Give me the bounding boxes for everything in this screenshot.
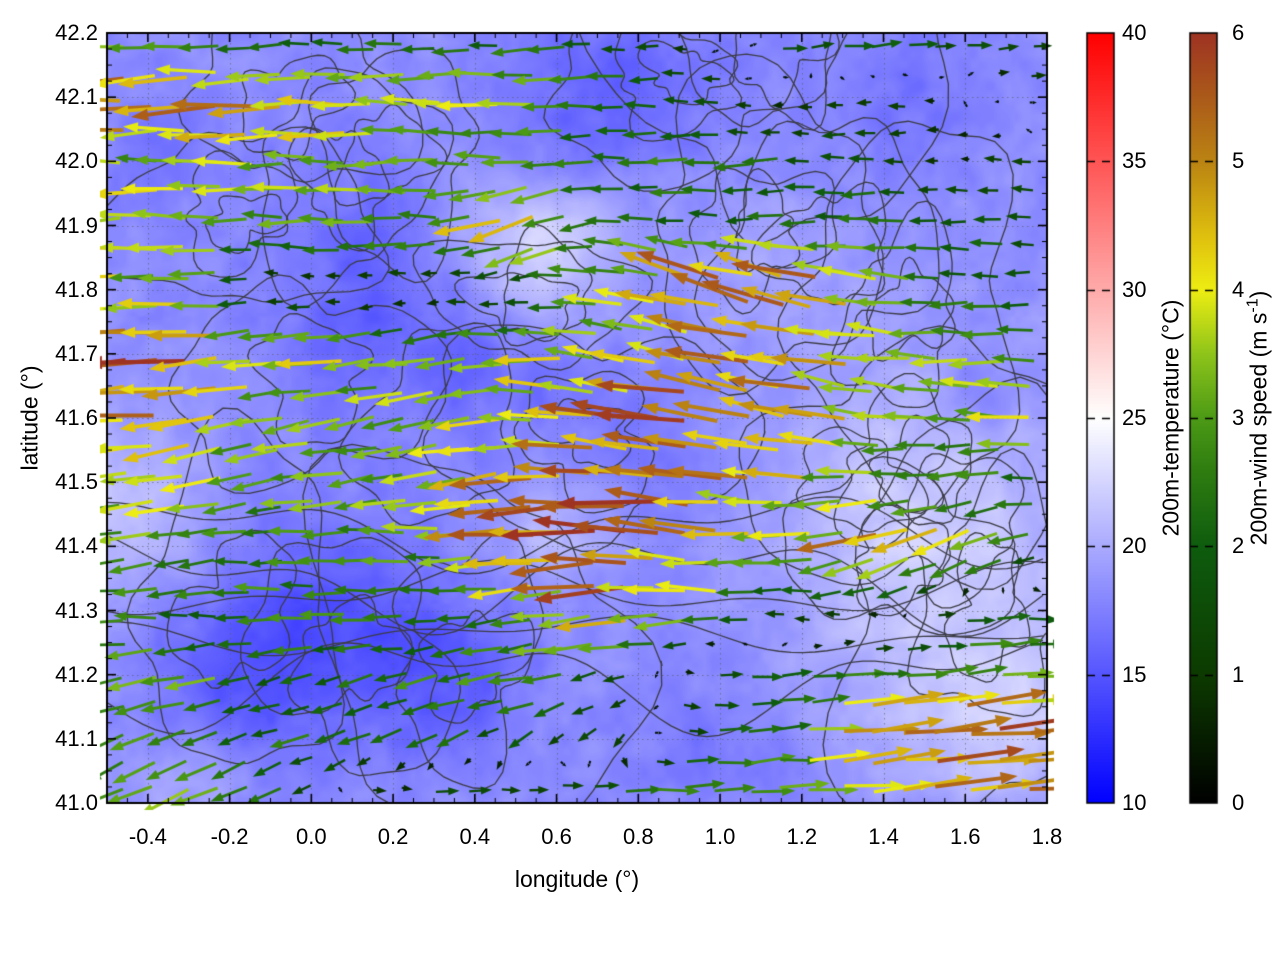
wind-colorbar-label: 200m-wind speed (m s-1) (1244, 291, 1273, 546)
y-tick-label: 41.5 (55, 469, 98, 495)
x-tick-label: -0.4 (128, 824, 167, 849)
y-tick-label: 41.3 (55, 597, 98, 623)
temp-colorbar-tick-label: 40 (1122, 20, 1147, 45)
y-tick-label: 41.2 (55, 661, 98, 687)
y-tick-label: 41.9 (55, 212, 98, 238)
wind-colorbar-tick-label: 4 (1232, 276, 1245, 302)
wind-colorbar-tick-label: 0 (1232, 790, 1245, 815)
wind-colorbar-tick-label: 5 (1232, 148, 1245, 174)
y-tick-label: 41.6 (55, 405, 98, 430)
y-tick-label: 41.4 (55, 533, 98, 559)
x-tick-label: 0.0 (296, 824, 327, 849)
temp-colorbar-label: 200m-temperature (°C) (1157, 299, 1184, 537)
x-tick-label: 1.4 (868, 824, 899, 849)
temp-colorbar-tick-label: 20 (1122, 533, 1147, 559)
x-tick-label: 0.4 (459, 824, 491, 849)
x-tick-label: 1.8 (1031, 824, 1063, 849)
x-tick-label: 0.8 (623, 824, 654, 849)
wind-colorbar-tick-label: 1 (1232, 661, 1245, 687)
temp-colorbar-tick-label: 35 (1122, 148, 1147, 174)
y-tick-label: 41.1 (55, 725, 98, 751)
temp-colorbar-tick-label: 15 (1122, 661, 1147, 687)
wind-colorbar-tick-label: 2 (1232, 533, 1245, 559)
y-tick-label: 42.1 (55, 84, 98, 110)
wind-colorbar-label-post: ) (1245, 290, 1272, 299)
y-tick-label: 41.8 (55, 276, 98, 302)
x-axis-label: longitude (°) (514, 866, 640, 892)
y-tick-label: 42.0 (55, 148, 98, 174)
y-tick-label: 41.0 (55, 790, 98, 815)
wind-colorbar-tick-label: 3 (1232, 405, 1245, 430)
temp-colorbar-tick-label: 30 (1122, 276, 1147, 302)
x-tick-label: 1.2 (786, 824, 818, 849)
x-tick-label: 1.6 (949, 824, 981, 849)
wind-colorbar-tick-label: 6 (1232, 20, 1245, 45)
temp-colorbar-tick-label: 10 (1122, 790, 1147, 815)
x-tick-label: -0.2 (210, 824, 249, 849)
wind-colorbar-label-pre: 200m-wind speed (m s (1245, 312, 1272, 546)
y-axis-label: latitude (°) (16, 365, 43, 471)
y-tick-label: 41.7 (55, 340, 98, 366)
y-tick-label: 42.2 (55, 20, 98, 45)
x-tick-label: 0.2 (377, 824, 409, 849)
x-tick-label: 1.0 (704, 824, 736, 849)
wind-colorbar-label-sup: -1 (1243, 298, 1262, 313)
temp-colorbar-tick-label: 25 (1122, 405, 1147, 430)
x-tick-label: 0.6 (541, 824, 572, 849)
